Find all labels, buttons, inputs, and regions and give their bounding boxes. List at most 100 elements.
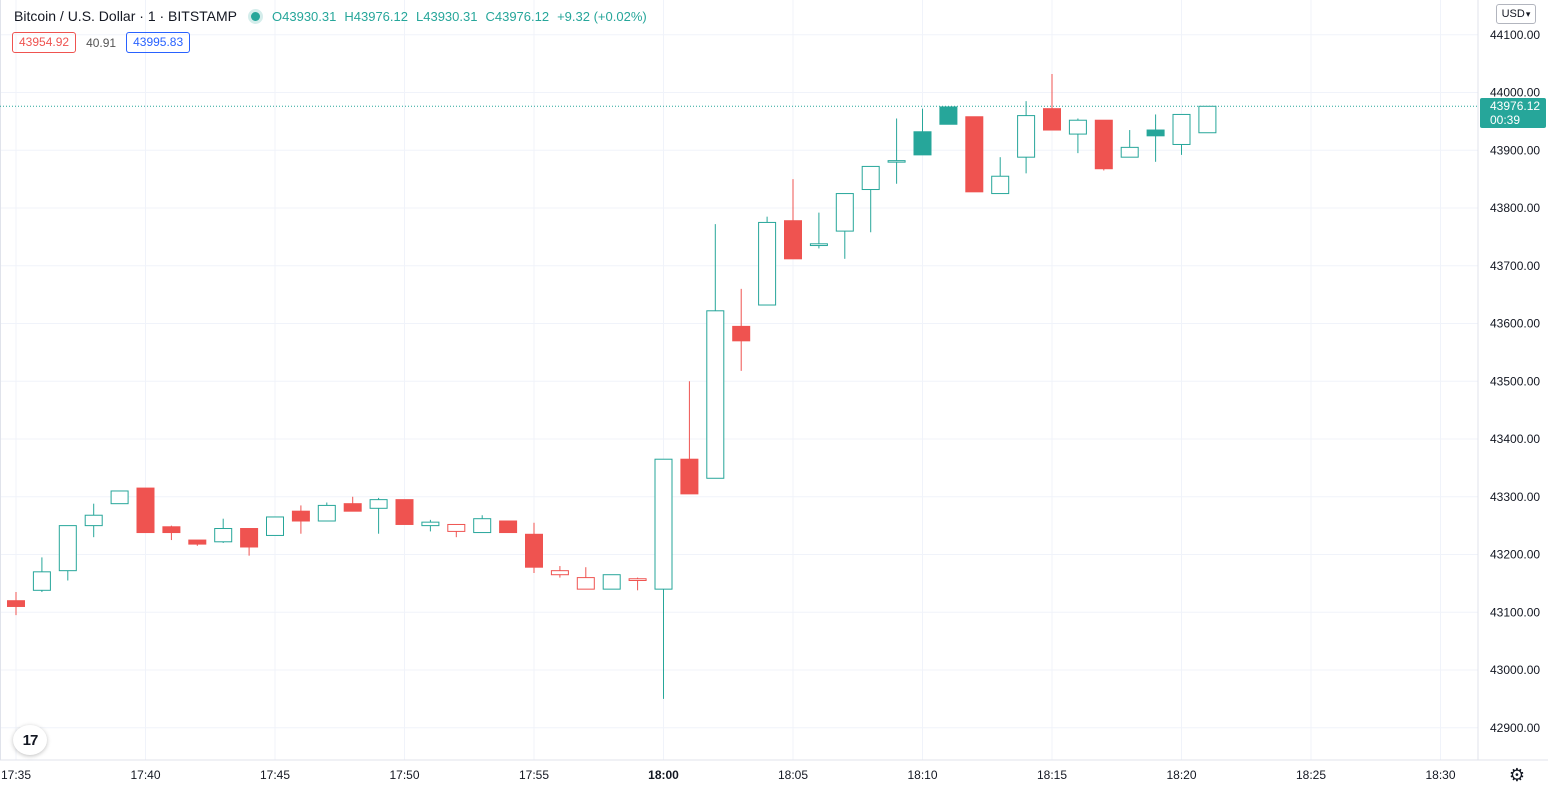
candle-body — [473, 518, 492, 534]
candle-body — [887, 160, 906, 163]
candle-body — [835, 193, 854, 232]
time-axis: 17:35 17:40 17:45 17:50 17:55 18:00 18:05 18:10… — [1, 768, 1456, 782]
price-tick-label: 44100.00 — [1490, 28, 1540, 42]
candle-body — [1120, 146, 1139, 158]
candle-body — [680, 458, 699, 495]
candle — [887, 118, 906, 184]
ohlc-change: +9.32 (+0.02%) — [557, 8, 647, 24]
candle-body — [369, 499, 388, 509]
candle — [784, 179, 802, 260]
candle-body — [1146, 129, 1165, 137]
candle-body — [965, 116, 984, 193]
candle — [913, 108, 932, 156]
candle-body — [499, 520, 518, 534]
spread-value: 40.91 — [86, 35, 117, 50]
candle — [1120, 130, 1139, 158]
live-dot-icon — [251, 11, 261, 21]
candle-body — [861, 165, 880, 191]
candle — [136, 487, 155, 534]
candles — [7, 74, 1217, 699]
time-tick-label: 17:40 — [130, 768, 160, 782]
candle — [110, 490, 129, 505]
candle — [680, 381, 699, 495]
time-tick-label: 18:30 — [1425, 768, 1455, 782]
buy-price-button[interactable]: 43995.83 — [126, 32, 191, 53]
candle-body — [991, 175, 1010, 195]
candle-body — [240, 528, 259, 548]
candle-body — [110, 490, 129, 505]
candle-body — [266, 516, 284, 536]
candle — [240, 528, 259, 556]
bid-ask-row: 43954.92 40.91 43995.83 — [12, 32, 191, 53]
candle — [58, 525, 77, 581]
candle — [1068, 118, 1087, 154]
candle-body — [550, 570, 569, 576]
currency-label: USD — [1501, 8, 1525, 20]
candle-body — [421, 521, 440, 527]
price-tick-label: 42900.00 — [1490, 721, 1540, 735]
candle-body — [447, 523, 466, 532]
tradingview-logo[interactable]: 17 — [13, 725, 47, 755]
candle-body — [343, 503, 362, 512]
candle — [1146, 114, 1165, 162]
candle-body — [525, 533, 543, 568]
candle — [602, 574, 621, 590]
chart-grid — [0, 0, 1478, 760]
time-tick-label: 18:15 — [1037, 768, 1067, 782]
candle-body — [291, 510, 310, 522]
candle — [628, 577, 647, 591]
price-tick-label: 44000.00 — [1490, 86, 1540, 100]
candle-body — [1043, 108, 1061, 131]
time-tick-label: 18:20 — [1166, 768, 1196, 782]
candle — [369, 497, 388, 534]
candle — [525, 522, 543, 573]
price-tick-label: 43600.00 — [1490, 317, 1540, 331]
candle-body — [32, 571, 51, 591]
candle-body — [732, 325, 751, 342]
price-tick-label: 43400.00 — [1490, 432, 1540, 446]
bar-countdown: 00:39 — [1490, 113, 1521, 128]
candle — [1043, 74, 1061, 131]
candle — [499, 520, 518, 534]
candle-body — [58, 525, 77, 572]
candle — [266, 516, 284, 536]
time-tick-label: 18:10 — [907, 768, 937, 782]
time-tick-label: 17:50 — [389, 768, 419, 782]
candle — [7, 592, 25, 616]
sell-price-button[interactable]: 43954.92 — [12, 32, 77, 53]
currency-selector[interactable]: USD ▾ — [1496, 4, 1536, 24]
candle — [473, 515, 492, 534]
candle — [861, 165, 880, 233]
candle — [317, 502, 336, 522]
candle-body — [136, 487, 155, 534]
ohlc-high: H43976.12 — [344, 8, 408, 24]
candle-body — [188, 539, 207, 545]
candle-body — [1017, 115, 1036, 158]
chevron-down-icon: ▾ — [1525, 8, 1531, 19]
symbol-title[interactable]: Bitcoin / U.S. Dollar · 1 · BITSTAMP — [14, 8, 238, 24]
candle — [965, 116, 984, 193]
candle-body — [784, 220, 802, 260]
price-tick-label: 43700.00 — [1490, 259, 1540, 273]
candle — [758, 216, 777, 306]
candle — [654, 458, 673, 699]
candle-body — [1172, 113, 1191, 145]
time-tick-label: 17:45 — [260, 768, 290, 782]
price-tick-label: 43200.00 — [1490, 548, 1540, 562]
candle-body — [214, 528, 233, 543]
time-tick-label: 17:55 — [519, 768, 549, 782]
candle — [32, 557, 51, 593]
price-tick-label: 43500.00 — [1490, 374, 1540, 388]
candle — [706, 224, 725, 479]
candle-body — [654, 458, 673, 590]
candle — [1094, 119, 1113, 171]
candle-body — [602, 574, 621, 590]
gear-icon[interactable]: ⚙ — [1508, 765, 1526, 785]
candle-body — [809, 243, 828, 247]
candle — [395, 499, 414, 525]
candle — [421, 519, 440, 532]
candle — [835, 193, 854, 259]
candle — [732, 288, 751, 371]
candle — [991, 157, 1010, 195]
